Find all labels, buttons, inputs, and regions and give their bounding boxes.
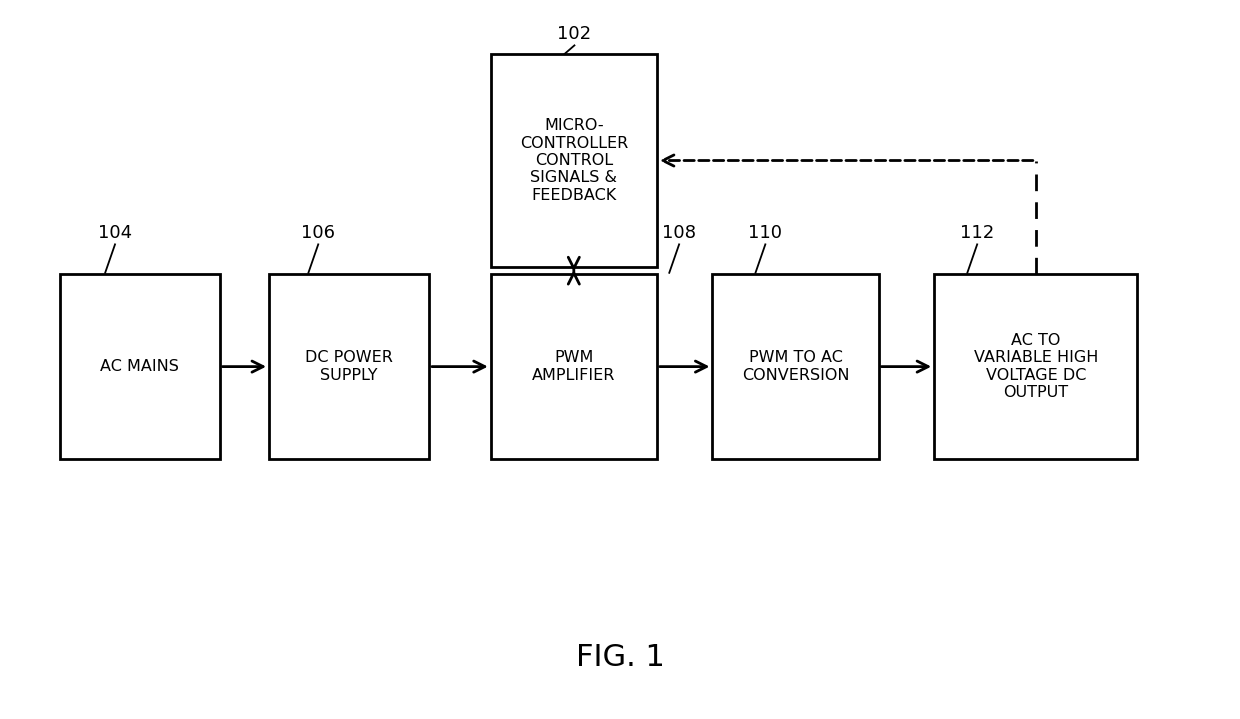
Bar [60,274,219,459]
Bar [491,54,657,267]
Text: 104: 104 [98,224,133,242]
Text: 110: 110 [748,224,782,242]
Text: FIG. 1: FIG. 1 [575,644,665,672]
Text: 112: 112 [960,224,994,242]
Text: 106: 106 [301,224,335,242]
Text: PWM
AMPLIFIER: PWM AMPLIFIER [532,350,615,383]
Text: MICRO-
CONTROLLER
CONTROL
SIGNALS &
FEEDBACK: MICRO- CONTROLLER CONTROL SIGNALS & FEED… [520,118,627,203]
Text: PWM TO AC
CONVERSION: PWM TO AC CONVERSION [742,350,849,383]
Text: AC MAINS: AC MAINS [100,359,179,374]
Bar [269,274,429,459]
Bar [491,274,657,459]
Bar [934,274,1137,459]
Text: AC TO
VARIABLE HIGH
VOLTAGE DC
OUTPUT: AC TO VARIABLE HIGH VOLTAGE DC OUTPUT [973,333,1097,400]
Text: DC POWER
SUPPLY: DC POWER SUPPLY [305,350,393,383]
Bar [712,274,879,459]
Text: 108: 108 [662,224,696,242]
Text: 102: 102 [557,25,591,43]
